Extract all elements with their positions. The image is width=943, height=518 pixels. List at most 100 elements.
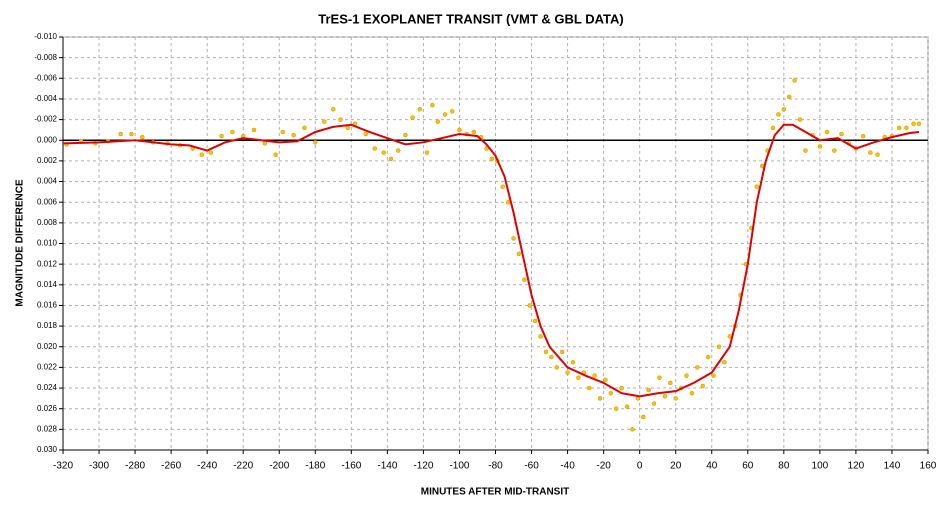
x-tick-label: -40 bbox=[560, 461, 575, 472]
y-tick-label: 0.020 bbox=[37, 342, 58, 351]
data-point bbox=[716, 344, 722, 349]
data-point bbox=[435, 119, 441, 124]
data-point bbox=[597, 396, 603, 401]
data-point bbox=[410, 115, 415, 120]
data-point bbox=[230, 129, 235, 135]
data-point bbox=[129, 131, 134, 137]
y-tick-label: 0.010 bbox=[37, 239, 58, 248]
data-point bbox=[803, 148, 808, 153]
x-tick-label: -100 bbox=[449, 461, 469, 472]
y-tick-label: -0.006 bbox=[34, 73, 57, 82]
data-point bbox=[797, 117, 803, 122]
data-point bbox=[695, 365, 700, 370]
data-point bbox=[911, 121, 916, 126]
data-point bbox=[532, 318, 538, 324]
data-point bbox=[651, 401, 657, 406]
data-point bbox=[776, 112, 781, 117]
x-tick-label: -80 bbox=[488, 461, 503, 472]
y-tick-label: 0.028 bbox=[37, 424, 58, 433]
x-tick-label: -140 bbox=[377, 461, 397, 472]
y-tick-label: -0.004 bbox=[34, 94, 57, 103]
y-tick-label: 0.030 bbox=[37, 445, 58, 454]
data-point bbox=[388, 156, 394, 162]
data-point bbox=[570, 359, 576, 365]
data-point bbox=[832, 148, 837, 153]
data-point bbox=[345, 125, 350, 131]
data-point bbox=[684, 373, 689, 378]
x-tick-label: 160 bbox=[920, 461, 937, 472]
data-point bbox=[511, 236, 516, 241]
data-point bbox=[500, 184, 505, 189]
x-tick-label: -160 bbox=[341, 461, 361, 472]
data-point bbox=[608, 390, 614, 396]
data-point bbox=[273, 152, 278, 157]
y-tick-label: 0.012 bbox=[37, 259, 58, 268]
data-point bbox=[824, 129, 830, 135]
data-point bbox=[199, 152, 205, 157]
x-axis-title: MINUTES AFTER MID-TRANSIT bbox=[421, 487, 570, 498]
y-tick-label: -0.002 bbox=[34, 115, 57, 124]
x-tick-label: -300 bbox=[89, 461, 109, 472]
y-tick-label: 0.026 bbox=[37, 404, 58, 413]
data-point bbox=[586, 385, 592, 391]
data-point bbox=[722, 359, 727, 365]
data-point bbox=[668, 380, 673, 386]
y-tick-label: 0.006 bbox=[37, 197, 58, 206]
line-series bbox=[62, 123, 920, 398]
data-point bbox=[641, 414, 646, 420]
data-point bbox=[338, 117, 343, 122]
data-point bbox=[219, 133, 224, 139]
x-tick-label: -320 bbox=[53, 461, 73, 472]
x-tick-label: -120 bbox=[413, 461, 433, 472]
x-tick-label: 0 bbox=[637, 461, 643, 472]
chart-title: TrES-1 EXOPLANET TRANSIT (VMT & GBL DATA… bbox=[318, 11, 624, 26]
data-point bbox=[646, 387, 651, 393]
data-point bbox=[592, 373, 597, 378]
data-point bbox=[403, 132, 408, 138]
data-point bbox=[705, 354, 711, 360]
data-point bbox=[554, 365, 560, 370]
data-point bbox=[662, 394, 668, 399]
data-point bbox=[786, 94, 792, 100]
data-point bbox=[527, 303, 532, 308]
data-point bbox=[457, 127, 462, 133]
y-tick-label: 0.002 bbox=[37, 156, 58, 165]
x-tick-label: 140 bbox=[884, 461, 901, 472]
y-tick-label: 0.018 bbox=[37, 321, 58, 330]
data-point bbox=[624, 404, 630, 409]
x-tick-label: 40 bbox=[706, 461, 718, 472]
data-point bbox=[505, 199, 511, 205]
y-axis-title: MAGNITUDE DIFFERENCE bbox=[15, 179, 26, 307]
x-tick-label: -180 bbox=[305, 461, 325, 472]
x-tick-label: -200 bbox=[269, 461, 289, 472]
data-point bbox=[208, 150, 214, 155]
data-point bbox=[689, 390, 695, 396]
data-point bbox=[904, 125, 909, 131]
y-tick-label: 0.024 bbox=[37, 383, 58, 392]
data-point bbox=[875, 152, 880, 157]
data-point bbox=[489, 156, 495, 162]
y-tick-label: -0.008 bbox=[34, 53, 57, 62]
data-point bbox=[280, 129, 286, 135]
data-point bbox=[430, 102, 435, 108]
data-point bbox=[781, 107, 787, 112]
data-point bbox=[424, 150, 430, 155]
data-point bbox=[313, 140, 318, 145]
x-tick-label: -240 bbox=[197, 461, 217, 472]
data-point bbox=[868, 150, 873, 155]
data-point bbox=[700, 383, 705, 389]
data-point bbox=[754, 184, 760, 189]
data-point bbox=[613, 406, 619, 411]
data-point bbox=[792, 78, 797, 83]
x-tick-label: -60 bbox=[524, 461, 539, 472]
data-point bbox=[522, 277, 527, 282]
data-point bbox=[516, 251, 522, 257]
x-tick-label: -260 bbox=[161, 461, 181, 472]
data-point bbox=[916, 121, 922, 126]
data-point bbox=[603, 377, 608, 383]
data-point bbox=[896, 125, 902, 131]
data-point bbox=[549, 354, 554, 360]
x-tick-label: 60 bbox=[742, 461, 754, 472]
x-tick-label: 100 bbox=[812, 461, 829, 472]
